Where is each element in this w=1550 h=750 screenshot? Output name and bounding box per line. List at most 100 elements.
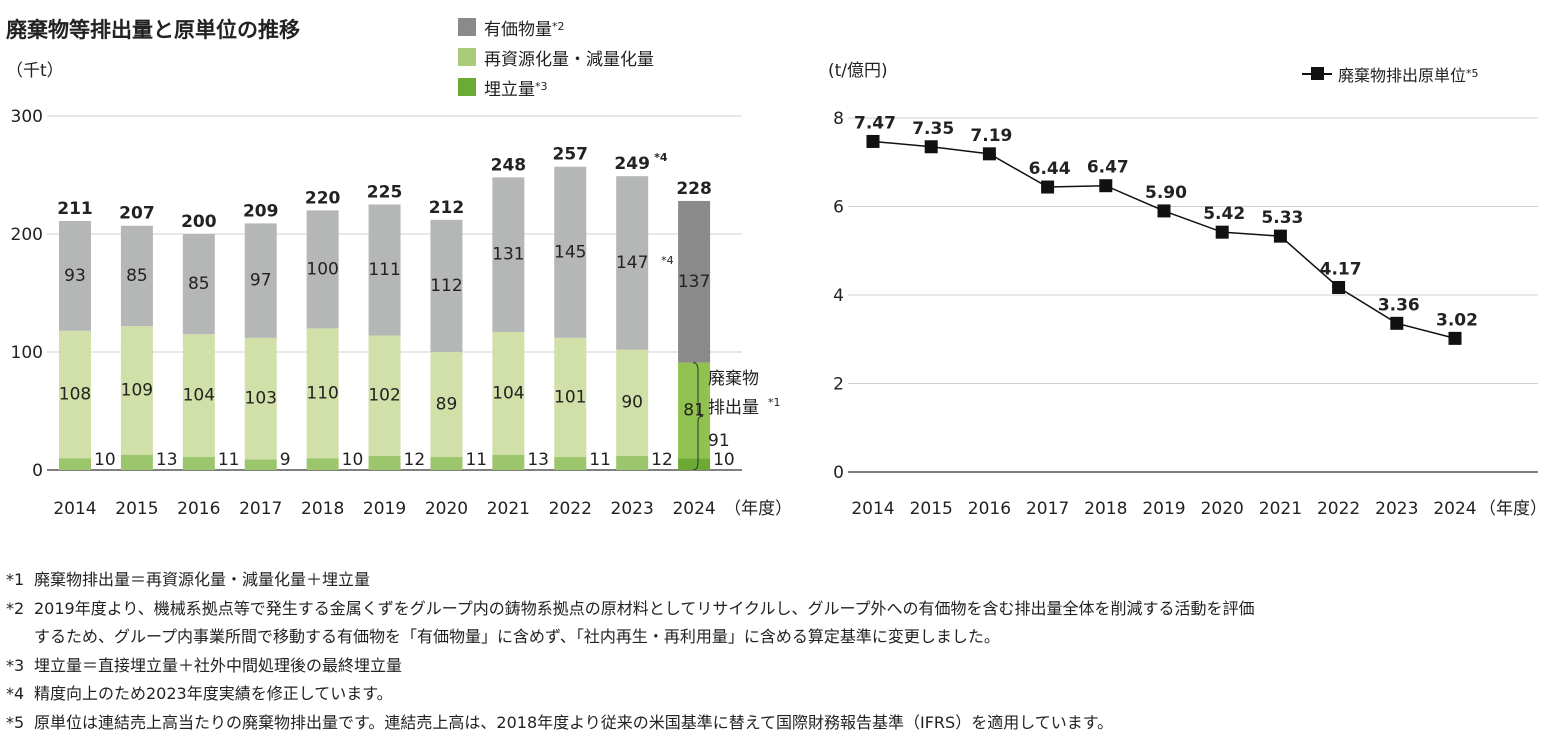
footnote-mark: *5 bbox=[6, 712, 25, 732]
bar-valuables bbox=[492, 177, 525, 332]
bar-total-label: 257 bbox=[553, 145, 589, 165]
bar-x-tick-label: 2021 bbox=[487, 499, 530, 519]
bar-landfill bbox=[678, 458, 711, 470]
bar-valuables bbox=[59, 221, 91, 331]
intensity-point bbox=[1273, 229, 1287, 243]
line-legend: 廃棄物排出原単位 *5 bbox=[1302, 62, 1479, 86]
bracket-2024 bbox=[692, 362, 704, 471]
bar-x-tick-label: 2017 bbox=[239, 499, 282, 519]
footnote: *3 埋立量＝直接埋立量＋社外中間処理後の最終埋立量 bbox=[6, 652, 1255, 681]
legend-item-landfill: 埋立量 *3 bbox=[458, 72, 654, 102]
legend-swatch-valuables bbox=[458, 18, 476, 36]
bar-valuables bbox=[368, 204, 401, 336]
intensity-point bbox=[1390, 316, 1404, 330]
bar-valuables bbox=[678, 200, 711, 363]
bar-valuables bbox=[554, 166, 587, 338]
footnote: *4 精度向上のため2023年度実績を修正しています。 bbox=[6, 680, 1255, 709]
charts-svg: 0100200300101089321120141310985207201511… bbox=[11, 107, 1547, 519]
bar-recycled bbox=[554, 337, 587, 458]
bar-valuables bbox=[182, 234, 215, 335]
bar-x-tick-label: 2015 bbox=[115, 499, 158, 519]
bar-total-label: 228 bbox=[676, 179, 712, 199]
left-y-unit: （千t） bbox=[6, 61, 64, 81]
bar-landfill bbox=[430, 457, 463, 470]
bar-recycled bbox=[306, 328, 339, 459]
intensity-value-label: 5.90 bbox=[1145, 183, 1187, 203]
bar-valuables bbox=[430, 219, 463, 352]
footnote-text: 廃棄物排出量＝再資源化量・減量化量＋埋立量 bbox=[34, 570, 371, 589]
bracket-label-line2: 排出量 bbox=[708, 398, 759, 418]
bar-landfill bbox=[244, 459, 277, 470]
line-y-tick-label: 0 bbox=[833, 463, 844, 483]
intensity-value-label: 6.47 bbox=[1087, 158, 1129, 178]
bar-y-tick-label: 300 bbox=[11, 107, 43, 127]
bar-recycled bbox=[182, 334, 215, 458]
footnote-text: 埋立量＝直接埋立量＋社外中間処理後の最終埋立量 bbox=[34, 655, 403, 675]
line-x-tick-label: 2018 bbox=[1084, 499, 1127, 519]
intensity-value-label: 5.33 bbox=[1261, 208, 1303, 228]
bar-landfill bbox=[182, 457, 215, 470]
intensity-value-label: 7.35 bbox=[912, 119, 954, 139]
legend-swatch-landfill bbox=[458, 78, 476, 96]
bar-x-tick-label: 2023 bbox=[611, 499, 654, 519]
intensity-value-label: 4.17 bbox=[1320, 259, 1362, 279]
footnote-text: 精度向上のため2023年度実績を修正しています。 bbox=[34, 684, 393, 703]
bar-valuables-label: 100 bbox=[306, 259, 338, 279]
bar-total-label: 212 bbox=[429, 198, 465, 218]
bar-landfill bbox=[59, 458, 91, 470]
bar-total-label: 200 bbox=[181, 212, 217, 232]
intensity-point bbox=[1041, 180, 1055, 194]
line-x-tick-label: 2021 bbox=[1259, 499, 1302, 519]
bar-recycled-label: 108 bbox=[59, 384, 91, 404]
line-x-tick-label: 2015 bbox=[910, 499, 953, 519]
intensity-value-label: 7.19 bbox=[970, 126, 1012, 146]
bar-recycled bbox=[492, 331, 525, 455]
footnote-mark: *2 bbox=[6, 598, 25, 618]
bar-x-tick-label: 2019 bbox=[363, 499, 406, 519]
bar-valuables-label: 93 bbox=[64, 266, 86, 286]
footnote-mark: *3 bbox=[6, 655, 25, 675]
bracket-label-note: *1 bbox=[768, 396, 781, 409]
line-x-tick-label: 2023 bbox=[1375, 499, 1418, 519]
bar-landfill bbox=[120, 454, 153, 470]
bar-valuables-label: 85 bbox=[188, 274, 210, 294]
bar-recycled bbox=[616, 349, 649, 456]
intensity-point bbox=[982, 147, 996, 161]
footnote-mark: *4 bbox=[6, 684, 25, 703]
bar-landfill-label: 13 bbox=[527, 450, 549, 470]
bar-recycled-label: 101 bbox=[554, 387, 586, 407]
bar-recycled bbox=[59, 330, 91, 459]
bar-landfill-label: 9 bbox=[280, 450, 291, 470]
legend-item-valuables: 有価物量 *2 bbox=[458, 12, 654, 42]
intensity-value-label: 5.42 bbox=[1203, 204, 1245, 224]
footnotes: *1 廃棄物排出量＝再資源化量・減量化量＋埋立量 *2 2019年度より、機械系拠点等… bbox=[6, 566, 1255, 737]
bar-valuables bbox=[306, 210, 339, 329]
bar-valuables-label: 111 bbox=[368, 260, 400, 280]
bar-total-label: 207 bbox=[119, 204, 155, 224]
line-x-tick-label: 2016 bbox=[968, 499, 1011, 519]
bar-recycled-label: 109 bbox=[121, 380, 153, 400]
bar-recycled-label: 90 bbox=[621, 393, 643, 413]
intensity-line bbox=[872, 140, 1456, 340]
footnote-text: 2019年度より、機械系拠点等で発生する金属くずをグループ内の鋳物系拠点の原材料… bbox=[34, 598, 1255, 618]
bar-recycled-label: 81 bbox=[683, 400, 705, 420]
bar-valuables bbox=[244, 223, 277, 338]
footnote: *5 原単位は連結売上高当たりの廃棄物排出量です。連結売上高は、2018年度より従… bbox=[6, 709, 1255, 738]
bar-recycled-label: 89 bbox=[436, 395, 458, 415]
line-y-tick-label: 8 bbox=[833, 109, 844, 129]
bar-x-tick-label: 2024 bbox=[672, 499, 715, 519]
line-x-year-suffix: （年度） bbox=[1479, 499, 1547, 519]
legend-label-recycled: 再資源化量・減量化量 bbox=[484, 49, 654, 70]
bar-recycled bbox=[368, 335, 401, 456]
line-x-tick-label: 2014 bbox=[851, 499, 894, 519]
bar-valuables-label: 131 bbox=[492, 245, 524, 265]
bar-x-tick-label: 2018 bbox=[301, 499, 344, 519]
bar-valuables-label: 137 bbox=[678, 272, 710, 292]
bar-landfill-label: 12 bbox=[404, 450, 426, 470]
bar-recycled-label: 102 bbox=[368, 386, 400, 406]
bar-x-tick-label: 2022 bbox=[549, 499, 592, 519]
line-x-tick-label: 2022 bbox=[1317, 499, 1360, 519]
line-x-tick-label: 2020 bbox=[1201, 499, 1244, 519]
bar-total-label: 248 bbox=[491, 155, 527, 175]
intensity-value-label: 3.02 bbox=[1436, 310, 1478, 330]
